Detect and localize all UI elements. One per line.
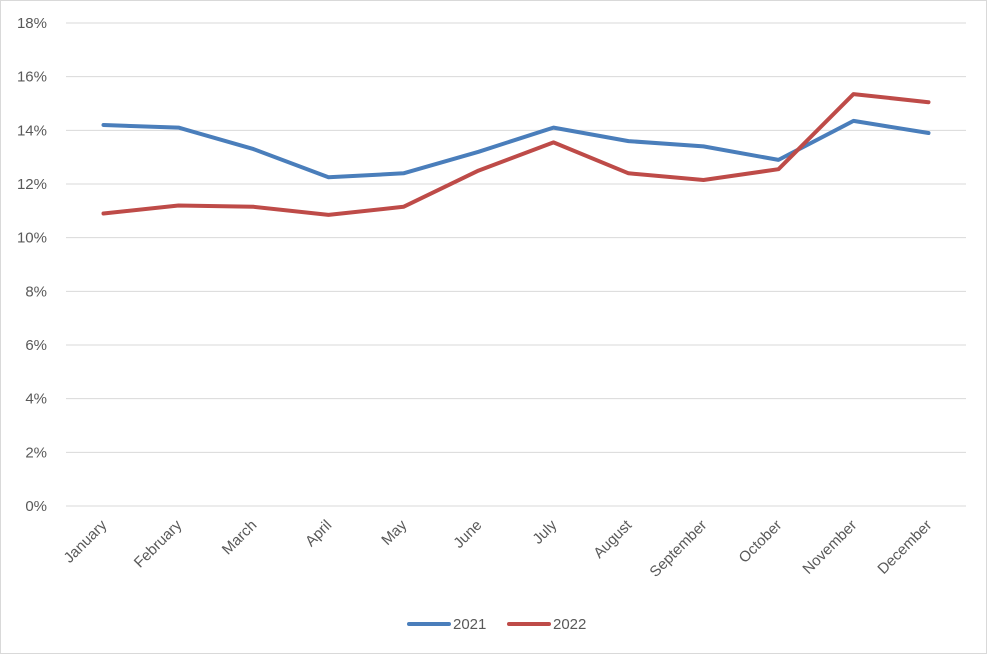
x-axis-tick-labels: January February March April May June July Augu… [61,516,936,580]
x-tick-label: April [302,517,335,550]
x-tick-label: March [219,517,260,558]
y-tick-label: 8% [25,283,47,300]
x-tick-label: January [61,516,111,566]
x-tick-label: May [378,516,410,548]
series-lines [101,92,931,217]
y-tick-label: 2% [25,444,47,461]
series-line-2021 [101,118,931,180]
legend-label-2021: 2021 [453,616,486,633]
y-tick-label: 18% [17,15,47,32]
x-tick-label: August [590,516,636,562]
x-tick-label: September [646,517,710,581]
y-tick-label: 0% [25,498,47,515]
series-line-2022 [101,92,931,217]
y-tick-label: 10% [17,230,47,247]
y-tick-label: 6% [25,337,47,354]
x-tick-label: December [874,517,935,578]
y-tick-label: 4% [25,391,47,408]
x-tick-label: November [799,517,860,578]
legend: 2021 2022 [407,616,586,633]
y-tick-label: 12% [17,176,47,193]
x-tick-label: February [131,516,186,571]
x-tick-label: June [450,517,485,552]
y-axis-tick-labels: 0% 2% 4% 6% 8% 10% 12% 14% 16% 18% [17,15,47,515]
gridlines [66,22,966,507]
x-tick-label: October [736,517,786,567]
legend-label-2022: 2022 [553,616,586,633]
x-tick-label: July [529,516,560,547]
y-tick-label: 14% [17,122,47,139]
y-tick-label: 16% [17,69,47,86]
